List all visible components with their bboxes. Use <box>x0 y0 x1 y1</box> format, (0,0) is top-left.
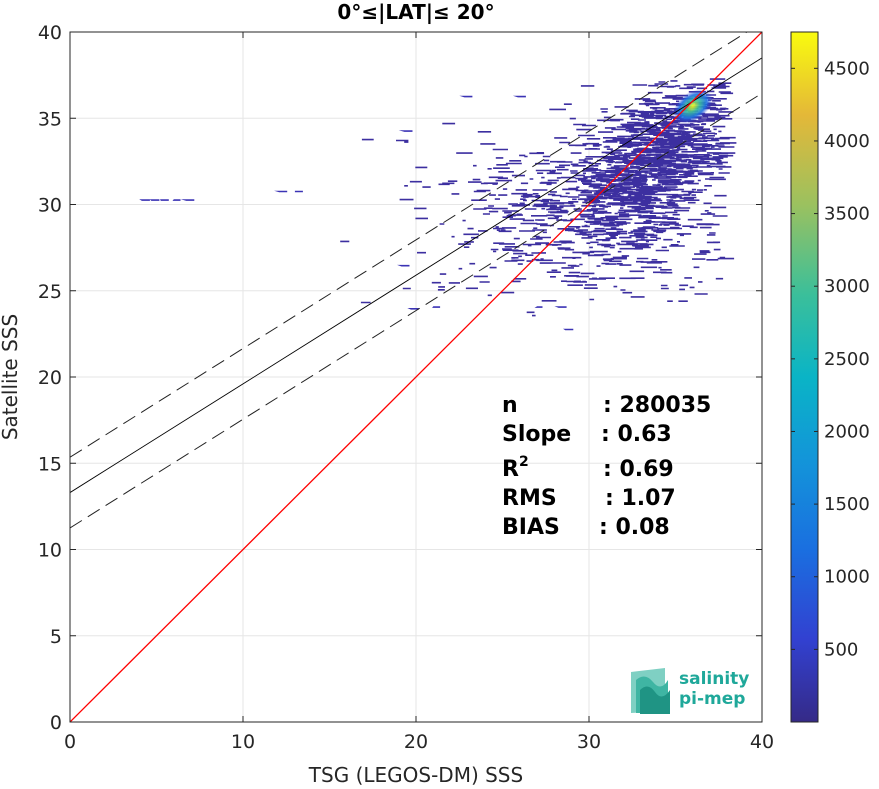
y-axis-ticks: 0 5 10 15 20 25 30 35 40 <box>38 22 762 734</box>
stat-rms-value: : 1.07 <box>605 486 676 511</box>
colorbar-tick-label: 4500 <box>824 58 870 79</box>
colorbar-tick-label: 2500 <box>824 349 870 370</box>
colorbar-tick-label: 4000 <box>824 131 870 152</box>
y-tick-label: 10 <box>38 540 62 562</box>
y-tick-label: 20 <box>38 367 62 389</box>
stat-bias-value: : 0.08 <box>599 515 670 540</box>
stat-slope-label: Slope <box>502 422 571 447</box>
y-tick-label: 5 <box>50 626 62 648</box>
x-axis-label: TSG (LEGOS-DM) SSS <box>308 763 523 787</box>
colorbar <box>790 31 819 723</box>
logo-line-2: pi-mep <box>679 689 745 709</box>
y-tick-label: 35 <box>38 108 62 130</box>
salinity-pi-mep-logo: salinity pi-mep <box>631 668 749 714</box>
colorbar-tick-label: 1000 <box>824 567 870 588</box>
density-hotspot <box>673 89 713 124</box>
y-tick-label: 40 <box>38 22 62 44</box>
colorbar-tick-label: 1500 <box>824 494 870 515</box>
x-tick-label: 30 <box>577 731 601 753</box>
y-tick-label: 30 <box>38 195 62 217</box>
x-tick-label: 0 <box>64 731 76 753</box>
stat-rms-label: RMS <box>502 486 557 511</box>
y-axis-label: Satellite SSS <box>0 314 22 440</box>
x-tick-label: 10 <box>231 731 255 753</box>
stat-n-label: n <box>502 393 518 418</box>
identity-line <box>70 32 762 722</box>
y-tick-label: 0 <box>50 712 62 734</box>
stats-panel: n : 280035 Slope : 0.63 R2 : 0.69 RMS : … <box>502 393 711 540</box>
salinity-waves-icon <box>631 668 670 714</box>
colorbar-tick-label: 3500 <box>824 204 870 225</box>
colorbar-ticks: 500 1000 1500 2000 2500 3000 3500 4000 4500 <box>791 58 870 660</box>
x-tick-label: 20 <box>404 731 428 753</box>
stat-n-value: : 280035 <box>603 393 711 418</box>
stat-r2-value: : 0.69 <box>603 457 674 482</box>
colorbar-tick-label: 2000 <box>824 421 870 442</box>
stat-slope-value: : 0.63 <box>601 422 672 447</box>
colorbar-tick-label: 3000 <box>824 276 870 297</box>
upper-confidence-line <box>70 32 748 458</box>
x-tick-label: 40 <box>750 731 774 753</box>
density-cloud <box>139 78 737 331</box>
lower-confidence-line <box>70 92 762 529</box>
colorbar-tick-label: 500 <box>824 639 858 660</box>
y-tick-label: 25 <box>38 281 62 303</box>
chart-title: 0°≤|LAT|≤ 20° <box>337 0 494 24</box>
x-axis-ticks: 0 10 20 30 40 <box>64 32 774 753</box>
logo-line-1: salinity <box>679 669 749 689</box>
stat-bias-label: BIAS <box>502 515 560 540</box>
regression-line <box>70 57 762 493</box>
density-points <box>340 78 737 317</box>
y-tick-label: 15 <box>38 453 62 475</box>
stat-r2-label: R2 <box>502 454 529 482</box>
